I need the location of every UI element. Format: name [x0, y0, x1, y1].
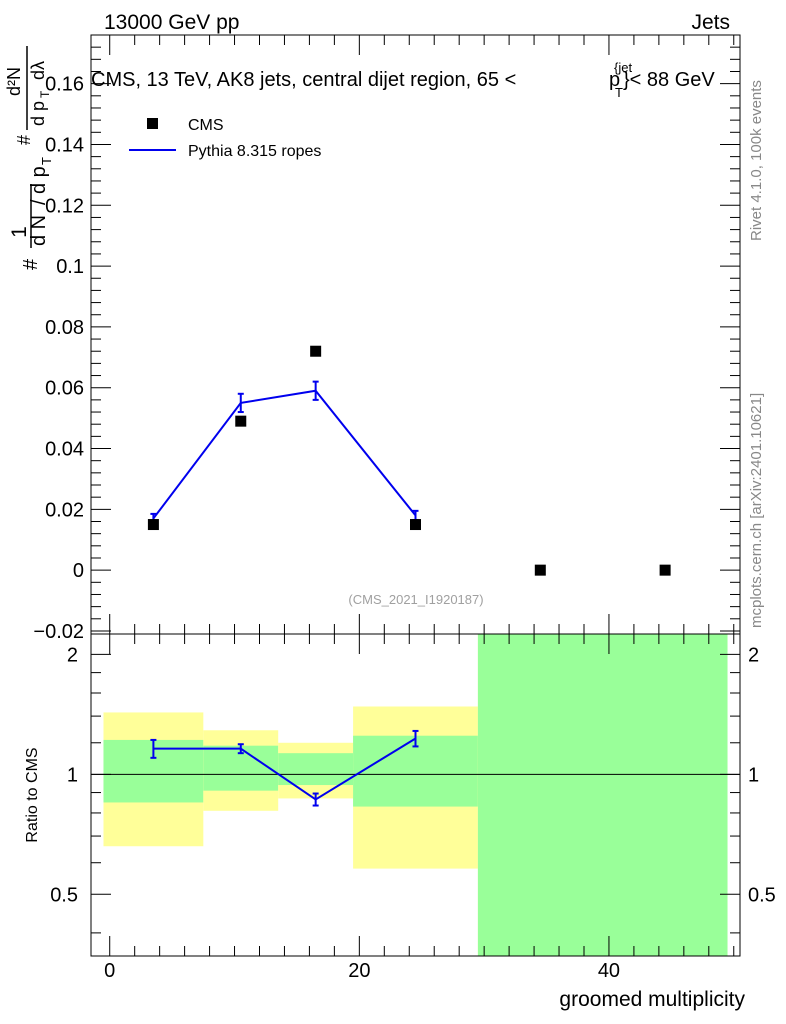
ratio-band-green [353, 735, 478, 807]
main-y-tick-label: 0.14 [45, 134, 84, 156]
cms-data-point [147, 519, 159, 531]
ylabel-dl: dλ [28, 61, 48, 80]
ratio-band-green [477, 634, 728, 956]
ratio-frame [90, 633, 741, 957]
cms-data-point [659, 564, 671, 576]
ratio-y-tick-label-right: 1 [748, 764, 759, 786]
ratio-plot: 0 20 40 0.5 0.5 1 1 2 2 Ratio to CMS groomed mul… [24, 633, 776, 1011]
ratio-pythia-line [153, 737, 417, 801]
ylabel-d2N: d²N [4, 67, 24, 96]
ratio-y-tick-label-left: 1 [67, 764, 78, 786]
main-y-tick-label: 0.08 [45, 317, 84, 339]
ylabel-dpT: d p [28, 166, 50, 194]
main-y-tick-label: −0.02 [33, 621, 84, 643]
ylabel-one: 1 [8, 226, 31, 238]
header-right: Jets [691, 11, 730, 34]
main-y-tick-label: 0.06 [45, 378, 84, 400]
title-sub: T [615, 85, 623, 100]
main-y-tick-label: 0.1 [56, 256, 84, 278]
title-tail: }< 88 GeV [623, 69, 715, 91]
ylabel-T: T [39, 157, 54, 165]
cms-data-point [410, 519, 421, 531]
ratio-ticks: 0 20 40 0.5 0.5 1 1 2 2 [50, 634, 776, 982]
ylabel-hash1: # [20, 258, 42, 270]
title-sup: {jet [614, 60, 632, 75]
analysis-watermark: (CMS_2021_I1920187) [348, 592, 483, 607]
ratio-data [150, 729, 419, 807]
ylabel-hash2: # [14, 135, 34, 145]
title-main: CMS, 13 TeV, AK8 jets, central dijet reg… [91, 69, 516, 91]
main-title: CMS, 13 TeV, AK8 jets, central dijet reg… [91, 60, 715, 100]
title-p: p [609, 69, 620, 91]
ylabel-dpTdl: d p [28, 101, 48, 126]
main-y-tick-label: 0 [73, 560, 84, 582]
ratio-y-tick-label-left: 0.5 [50, 884, 78, 906]
ylabel-dN: d N [28, 215, 50, 246]
main-y-tick-label: 0.16 [45, 74, 84, 96]
main-y-ticks: −0.02 0 0.02 0.04 0.06 0.08 0.1 0.12 0.14 0.16 [33, 34, 740, 643]
main-data [147, 345, 671, 576]
ratio-y-tick-label-left: 2 [67, 644, 78, 666]
ylabel-T2: T [38, 90, 52, 98]
mcplots-label: mcplots.cern.ch [arXiv:2401.10621] [748, 393, 765, 628]
ratio-y-tick-label-right: 0.5 [748, 884, 776, 906]
ratio-band-green [278, 753, 354, 786]
main-y-tick-label: 0.02 [45, 499, 84, 521]
main-y-tick-label: 0.12 [45, 195, 84, 217]
x-axis-label: groomed multiplicity [559, 988, 745, 1011]
main-y-tick-label: 0.04 [45, 439, 84, 461]
rivet-label: Rivet 4.1.0, 100k events [748, 80, 765, 241]
ratio-bands [103, 634, 728, 956]
legend-cms-marker [147, 118, 158, 129]
cms-data-point [534, 564, 546, 576]
main-plot: −0.02 0 0.02 0.04 0.06 0.08 0.1 0.12 0.14 0.16 CM… [4, 34, 741, 643]
cms-data-point [235, 415, 247, 427]
cms-data-point [310, 345, 322, 357]
ratio-x-tick-label: 20 [348, 960, 370, 982]
ratio-y-axis-label: Ratio to CMS [24, 747, 41, 842]
legend: CMS Pythia 8.315 ropes [129, 117, 321, 160]
main-y-axis-label: # 1 d N / d p T # d²N [4, 46, 54, 270]
legend-pythia-label: Pythia 8.315 ropes [188, 143, 321, 160]
header-left: 13000 GeV pp [104, 11, 239, 34]
pythia-line [152, 389, 417, 520]
ratio-x-tick-label: 0 [104, 960, 115, 982]
ylabel-slash: / [28, 199, 50, 205]
ratio-x-tick-label: 40 [598, 960, 620, 982]
legend-cms-label: CMS [188, 117, 224, 134]
ratio-y-tick-label-right: 2 [748, 644, 759, 666]
